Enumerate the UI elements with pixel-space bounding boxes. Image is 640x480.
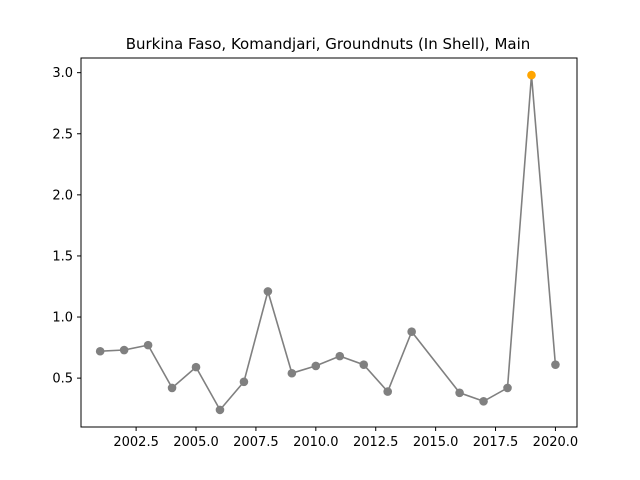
data-point bbox=[263, 287, 273, 296]
data-point bbox=[503, 383, 512, 393]
data-point bbox=[335, 351, 345, 361]
y-tick-label: 2.0 bbox=[52, 188, 73, 203]
chart-title: Burkina Faso, Komandjari, Groundnuts (In… bbox=[126, 35, 531, 53]
y-tick-label: 3.0 bbox=[52, 66, 73, 81]
data-point bbox=[287, 368, 297, 378]
x-tick-label: 2007.5 bbox=[233, 435, 279, 450]
y-axis: 0.5 1.0 1.5 2.0 2.5 3.0 bbox=[52, 66, 81, 387]
x-tick-label: 2002.5 bbox=[113, 435, 159, 450]
x-tick-label: 2015.0 bbox=[413, 435, 459, 450]
x-tick-label: 2010.0 bbox=[293, 435, 339, 450]
x-tick-label: 2020.0 bbox=[533, 435, 579, 450]
series-layer bbox=[95, 70, 560, 415]
data-point bbox=[383, 387, 393, 396]
plot-frame bbox=[80, 57, 578, 428]
data-point bbox=[143, 340, 153, 350]
data-point bbox=[215, 405, 225, 415]
data-point bbox=[455, 388, 464, 398]
y-tick-label: 1.5 bbox=[52, 249, 73, 264]
data-point bbox=[167, 383, 177, 393]
data-point bbox=[191, 362, 201, 372]
data-point bbox=[95, 346, 105, 356]
x-tick-label: 2012.5 bbox=[353, 435, 399, 450]
x-tick-label: 2017.5 bbox=[473, 435, 519, 450]
series-line bbox=[100, 75, 557, 412]
x-axis: 2002.5 2005.0 2007.5 2010.0 2012.5 2015.0 2017… bbox=[113, 427, 578, 450]
y-tick-label: 1.0 bbox=[52, 311, 73, 326]
y-tick-label: 0.5 bbox=[52, 372, 73, 387]
data-point bbox=[551, 360, 560, 369]
data-point bbox=[479, 397, 488, 406]
x-tick-label: 2005.0 bbox=[173, 435, 219, 450]
highlight-point bbox=[527, 70, 536, 80]
data-point bbox=[311, 361, 321, 371]
y-tick-label: 2.5 bbox=[52, 127, 73, 142]
data-point bbox=[407, 327, 416, 336]
data-point bbox=[359, 360, 369, 369]
data-point bbox=[119, 345, 129, 355]
plot-area bbox=[80, 57, 578, 428]
data-point bbox=[239, 377, 249, 387]
